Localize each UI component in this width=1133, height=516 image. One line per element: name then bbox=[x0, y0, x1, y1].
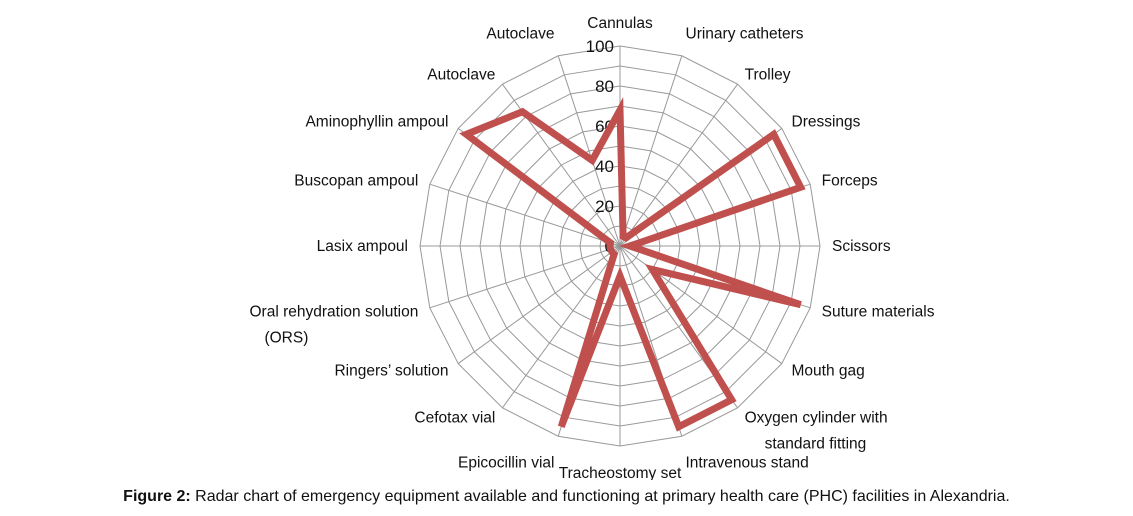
category-label: Mouth gag bbox=[792, 363, 865, 380]
category-label-line: Tracheostomy set bbox=[559, 465, 682, 480]
grid-spoke bbox=[557, 55, 621, 247]
category-label-line: Dressings bbox=[792, 113, 861, 130]
category-label-line: Cannulas bbox=[587, 15, 653, 32]
category-label-line: Buscopan ampoul bbox=[294, 172, 418, 189]
category-label: Aminophyllin ampoul bbox=[305, 113, 448, 130]
grid-spoke bbox=[619, 83, 738, 247]
category-label-line: Autoclave bbox=[427, 66, 495, 83]
grid-spoke bbox=[619, 55, 683, 247]
category-label: Ringers’ solution bbox=[334, 363, 448, 380]
category-label-line: standard fitting bbox=[765, 436, 867, 453]
category-label-line: Mouth gag bbox=[792, 363, 865, 380]
figure-caption: Figure 2: Radar chart of emergency equip… bbox=[0, 488, 1133, 506]
category-label-line: Scissors bbox=[832, 238, 891, 255]
category-label: Suture materials bbox=[822, 304, 935, 321]
series-layer bbox=[459, 96, 806, 432]
grid-spoke bbox=[457, 245, 621, 364]
category-label: Trolley bbox=[745, 66, 791, 83]
category-label-line: Oxygen cylinder with bbox=[745, 410, 888, 427]
category-labels: Cannulas Urinary catheters Trolley Dressing… bbox=[250, 15, 935, 480]
category-label-line: Ringers’ solution bbox=[334, 363, 448, 380]
category-label: Buscopan ampoul bbox=[294, 172, 418, 189]
figure-caption-prefix: Figure 2: bbox=[123, 488, 191, 505]
category-label-line: Oral rehydration solution bbox=[250, 304, 419, 321]
category-label-line: (ORS) bbox=[264, 330, 308, 347]
category-label: Urinary catheters bbox=[686, 25, 804, 42]
series-line bbox=[459, 96, 806, 432]
grid-spoke bbox=[429, 245, 621, 309]
category-label: Tracheostomy set bbox=[559, 465, 682, 480]
category-label: Oxygen cylinder with standard fitting bbox=[745, 410, 888, 453]
category-label-line: Lasix ampoul bbox=[317, 238, 408, 255]
figure-caption-text: Radar chart of emergency equipment avail… bbox=[190, 488, 1010, 505]
category-label-line: Urinary catheters bbox=[686, 25, 804, 42]
category-label: Dressings bbox=[792, 113, 861, 130]
category-label: Epicocillin vial bbox=[458, 455, 554, 472]
category-label: Cefotax vial bbox=[414, 410, 495, 427]
tick-label: 100 bbox=[586, 37, 614, 56]
category-label: Forceps bbox=[822, 172, 878, 189]
category-label: Oral rehydration solution (ORS) bbox=[250, 304, 419, 347]
grid-spoke bbox=[429, 183, 621, 247]
category-label: Lasix ampoul bbox=[317, 238, 408, 255]
category-label: Scissors bbox=[832, 238, 891, 255]
category-label: Intravenous stand bbox=[686, 455, 809, 472]
category-label-line: Intravenous stand bbox=[686, 455, 809, 472]
category-label: Cannulas bbox=[587, 15, 653, 32]
tick-label: 80 bbox=[595, 77, 614, 96]
grid-spoke bbox=[502, 245, 621, 409]
category-label: Autoclave bbox=[427, 66, 495, 83]
category-label-line: Forceps bbox=[822, 172, 878, 189]
category-label-line: Trolley bbox=[745, 66, 791, 83]
category-label-line: Aminophyllin ampoul bbox=[305, 113, 448, 130]
category-label-line: Autoclave bbox=[486, 25, 554, 42]
category-label: Autoclave bbox=[486, 25, 554, 42]
tick-label: 20 bbox=[595, 197, 614, 216]
category-label-line: Epicocillin vial bbox=[458, 455, 554, 472]
category-label-line: Cefotax vial bbox=[414, 410, 495, 427]
tick-label: 40 bbox=[595, 157, 614, 176]
category-label-line: Suture materials bbox=[822, 304, 935, 321]
